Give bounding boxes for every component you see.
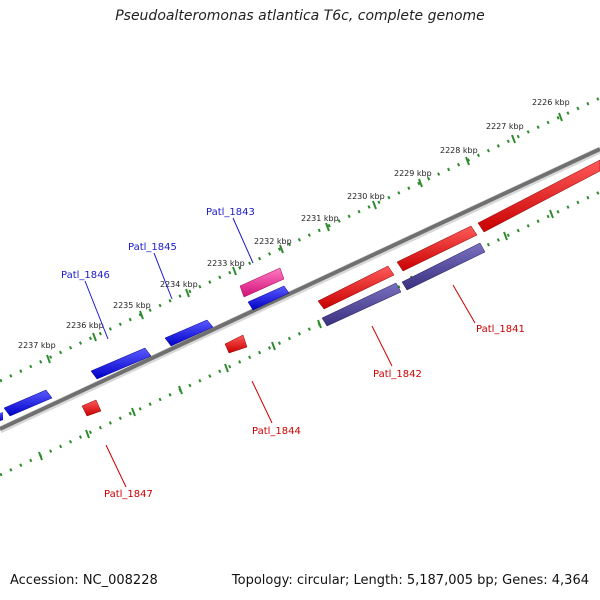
genome-backbone bbox=[0, 146, 600, 434]
highlight-gene bbox=[239, 267, 285, 298]
leader-lines-red bbox=[105, 284, 476, 488]
gene-arrow-1845 bbox=[247, 285, 290, 311]
gene-arrow-1842 bbox=[321, 282, 402, 327]
gene-arrow-red-3 bbox=[477, 159, 600, 233]
tick-label-2230: 2230 kbp bbox=[347, 192, 385, 201]
tick-label-2229: 2229 kbp bbox=[394, 169, 432, 178]
gene-label-1844: Patl_1844 bbox=[252, 426, 301, 437]
gene-arrow-1847 bbox=[90, 347, 152, 380]
tick-label-2237: 2237 kbp bbox=[18, 341, 56, 350]
gene-arrow-red-1 bbox=[317, 265, 395, 310]
gene-label-1846: Patl_1846 bbox=[61, 270, 110, 281]
gene-label-1845: Patl_1845 bbox=[128, 242, 177, 253]
gene-label-1841: Patl_1841 bbox=[476, 324, 525, 335]
tick-label-2228: 2228 kbp bbox=[440, 146, 478, 155]
upper-major-ticks bbox=[46, 112, 563, 364]
reverse-strand-genes bbox=[81, 159, 600, 417]
gene-arrow-1847-red bbox=[81, 399, 102, 417]
gene-labels: Patl_1843 Patl_1845 Patl_1846 Patl_1841 … bbox=[61, 207, 525, 500]
gene-label-1847: Patl_1847 bbox=[104, 489, 153, 500]
gene-arrow-partial-2 bbox=[0, 412, 3, 421]
gene-arrow-1843 bbox=[239, 267, 285, 298]
tick-label-2235: 2235 kbp bbox=[113, 301, 151, 310]
gene-label-1843: Patl_1843 bbox=[206, 207, 255, 218]
forward-strand-genes bbox=[0, 285, 290, 421]
map-title: Pseudoalteromonas atlantica T6c, complet… bbox=[115, 8, 485, 24]
genome-stats-text: Topology: circular; Length: 5,187,005 bp… bbox=[231, 573, 589, 588]
lower-tick-track bbox=[0, 190, 600, 477]
gene-label-1842: Patl_1842 bbox=[373, 369, 422, 380]
gene-arrow-1846 bbox=[164, 319, 214, 347]
leader-lines-blue bbox=[84, 217, 254, 340]
purple-genes bbox=[321, 242, 486, 327]
gene-arrow-partial-1 bbox=[3, 389, 53, 417]
tick-label-2227: 2227 kbp bbox=[486, 122, 524, 131]
tick-label-2226: 2226 kbp bbox=[532, 98, 570, 107]
gene-arrow-1844-left bbox=[224, 334, 248, 354]
upper-tick-track bbox=[0, 96, 600, 383]
gene-arrow-1841 bbox=[401, 242, 486, 291]
tick-label-2236: 2236 kbp bbox=[66, 321, 104, 330]
tick-label-2233: 2233 kbp bbox=[207, 259, 245, 268]
tick-label-2234: 2234 kbp bbox=[160, 280, 198, 289]
gene-arrow-red-2 bbox=[396, 225, 478, 272]
tick-label-2232: 2232 kbp bbox=[254, 237, 292, 246]
accession-text: Accession: NC_008228 bbox=[10, 573, 158, 588]
tick-labels: 2226 kbp 2227 kbp 2228 kbp 2229 kbp 2230… bbox=[18, 98, 570, 350]
tick-label-2231: 2231 kbp bbox=[301, 214, 339, 223]
